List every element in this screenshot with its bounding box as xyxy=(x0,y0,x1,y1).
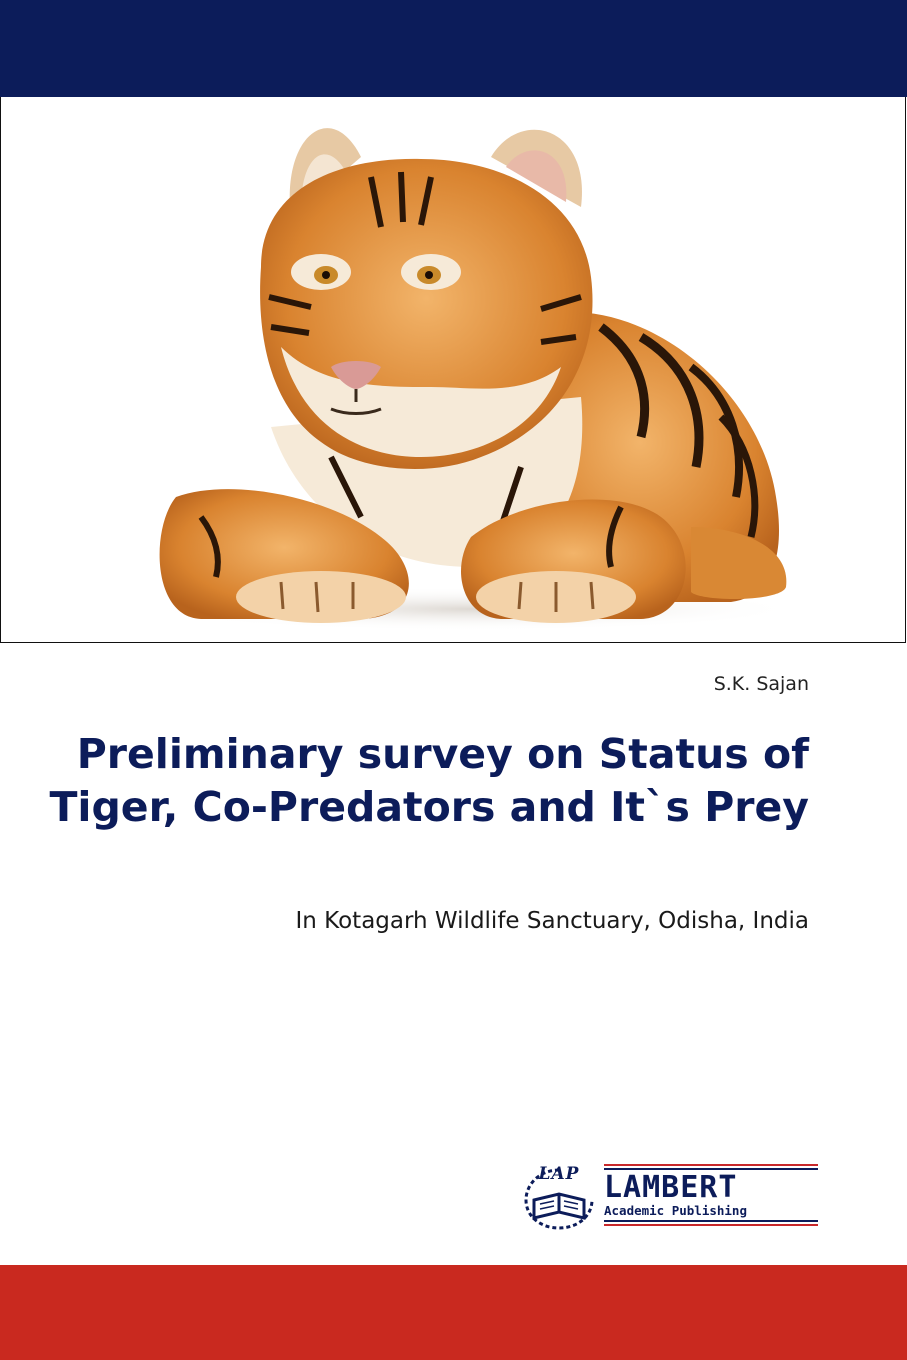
emblem-label: LAP xyxy=(538,1164,580,1184)
book-subtitle: In Kotagarh Wildlife Sanctuary, Odisha, … xyxy=(295,908,810,934)
book-title: Preliminary survey on Status of Tiger, C… xyxy=(49,730,809,831)
rule xyxy=(604,1220,818,1222)
cover-photo xyxy=(0,97,906,643)
book-emblem-icon: LAP xyxy=(520,1160,598,1232)
publisher-name: LAMBERT xyxy=(604,1170,738,1205)
top-navy-band xyxy=(0,0,907,97)
bottom-red-band xyxy=(0,1265,907,1360)
author-name: S.K. Sajan xyxy=(713,673,809,695)
rule xyxy=(604,1224,818,1226)
rule xyxy=(604,1168,818,1170)
rule xyxy=(604,1164,818,1166)
publisher-logo: LAP LAMBERT Academic Publishing xyxy=(520,1160,820,1232)
tiger-illustration xyxy=(141,128,801,631)
publisher-tagline: Academic Publishing xyxy=(604,1203,747,1218)
